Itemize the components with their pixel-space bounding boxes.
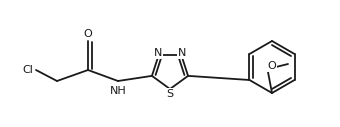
Text: S: S: [167, 89, 173, 99]
Text: NH: NH: [109, 86, 126, 96]
Text: Cl: Cl: [22, 65, 33, 75]
Text: O: O: [84, 29, 92, 39]
Text: O: O: [268, 61, 276, 71]
Text: N: N: [178, 48, 186, 58]
Text: N: N: [154, 48, 162, 58]
